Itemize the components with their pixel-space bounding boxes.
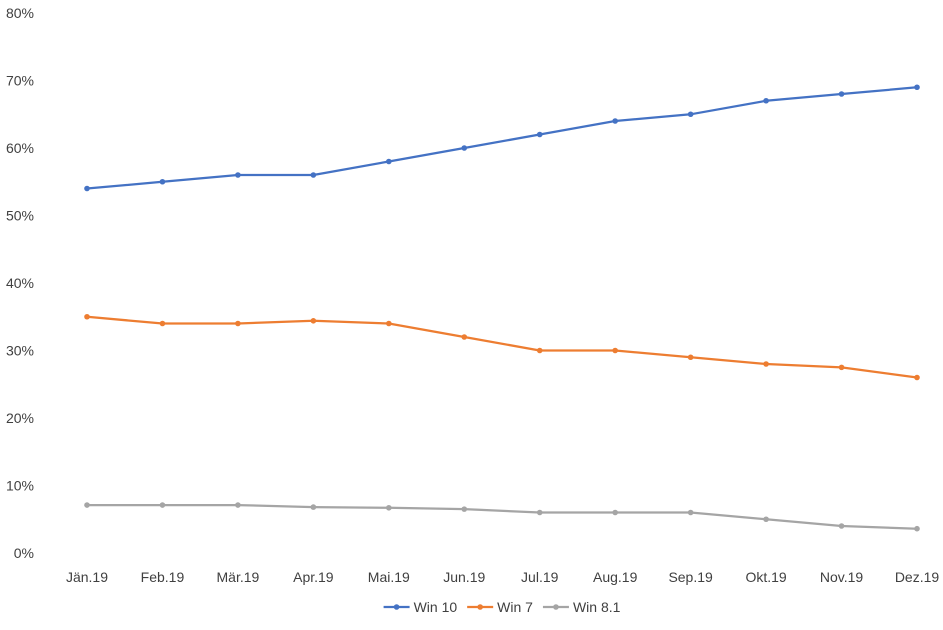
data-point-win-8-1: [386, 504, 392, 511]
legend-swatch-marker: [477, 604, 483, 610]
x-tick-label: Okt.19: [745, 569, 786, 585]
y-tick-label: 40%: [6, 275, 34, 291]
data-point-win-10: [838, 91, 845, 97]
data-point-win-10: [536, 131, 543, 138]
data-point-win-10: [386, 158, 392, 165]
legend-label: Win 8.1: [573, 599, 621, 615]
series-layer: [84, 84, 920, 532]
data-point-win-10: [310, 172, 317, 178]
legend-item-win-7: Win 7: [467, 599, 533, 615]
data-point-win-10: [461, 145, 468, 151]
data-point-win-8-1: [159, 502, 166, 508]
data-point-win-8-1: [763, 516, 769, 523]
data-point-win-8-1: [461, 506, 468, 512]
legend: Win 10 Win 7 Win 8.1: [383, 599, 621, 615]
data-point-win-7: [386, 320, 392, 327]
y-tick-label: 20%: [6, 410, 34, 426]
x-tick-label: Nov.19: [820, 569, 864, 585]
x-tick-label: Aug.19: [593, 569, 638, 585]
data-point-win-8-1: [687, 509, 694, 516]
data-point-win-10: [235, 172, 241, 178]
data-point-win-7: [838, 364, 845, 371]
y-tick-label: 80%: [6, 5, 34, 21]
legend-item-win-8-1: Win 8.1: [542, 599, 621, 615]
data-point-win-7: [235, 320, 241, 327]
data-point-win-7: [310, 318, 317, 324]
x-tick-label: Jul.19: [521, 569, 559, 585]
series-line-win-8-1: [85, 503, 919, 530]
x-tick-label: Apr.19: [293, 569, 334, 585]
x-tick-label: Dez.19: [895, 569, 940, 585]
y-axis: 0% 10% 20% 30% 40% 50% 60% 70% 80%: [6, 5, 34, 561]
series-win-10: [84, 84, 920, 192]
data-point-win-8-1: [914, 525, 920, 532]
data-point-win-8-1: [612, 509, 618, 516]
data-point-win-10: [687, 111, 694, 118]
series-line-win-7: [85, 315, 919, 379]
data-point-win-7: [461, 334, 468, 340]
data-point-win-10: [914, 84, 920, 91]
data-point-win-8-1: [536, 509, 543, 516]
x-tick-label: Mär.19: [217, 569, 260, 585]
y-tick-label: 70%: [6, 73, 34, 89]
y-tick-label: 60%: [6, 140, 34, 156]
data-point-win-7: [159, 320, 166, 327]
legend-swatch-marker: [553, 604, 559, 610]
data-point-win-7: [763, 361, 769, 367]
data-point-win-7: [536, 347, 543, 354]
x-tick-label: Sep.19: [668, 569, 713, 585]
series-win-7: [84, 313, 920, 381]
series-line-win-10: [85, 86, 919, 190]
x-axis: Jän.19 Feb.19 Mär.19 Apr.19 Mai.19 Jun.19 Jul.…: [66, 569, 939, 585]
y-tick-label: 30%: [6, 343, 34, 359]
data-point-win-8-1: [84, 502, 90, 508]
series-win-8-1: [84, 502, 920, 532]
data-point-win-8-1: [235, 502, 241, 508]
legend-swatch-marker: [393, 604, 400, 610]
legend-label: Win 10: [414, 599, 458, 615]
data-point-win-10: [612, 118, 618, 124]
x-tick-label: Jun.19: [443, 569, 485, 585]
data-point-win-10: [159, 178, 166, 185]
data-point-win-10: [763, 97, 769, 104]
x-tick-label: Mai.19: [368, 569, 410, 585]
data-point-win-8-1: [310, 504, 317, 510]
data-point-win-7: [612, 347, 618, 354]
legend-item-win-10: Win 10: [383, 599, 458, 615]
y-tick-label: 0%: [14, 545, 34, 561]
data-point-win-10: [84, 185, 90, 192]
y-tick-label: 50%: [6, 208, 34, 224]
x-tick-label: Jän.19: [66, 569, 108, 585]
legend-label: Win 7: [497, 599, 533, 615]
data-point-win-7: [84, 313, 90, 320]
x-tick-label: Feb.19: [141, 569, 185, 585]
data-point-win-7: [914, 374, 920, 381]
data-point-win-7: [687, 354, 694, 361]
data-point-win-8-1: [838, 523, 845, 529]
y-tick-label: 10%: [6, 478, 34, 494]
